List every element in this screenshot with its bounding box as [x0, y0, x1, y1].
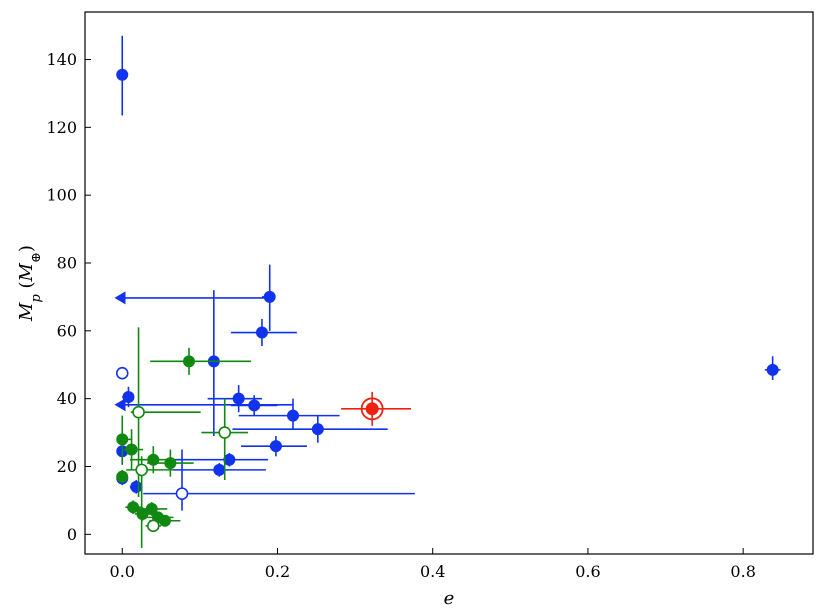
point-marker — [116, 68, 129, 81]
point-marker — [213, 463, 226, 476]
point-marker — [132, 405, 145, 419]
data-point — [150, 347, 252, 375]
point-marker — [116, 470, 129, 483]
point-marker — [223, 453, 236, 466]
data-point — [341, 391, 411, 426]
point-marker — [255, 326, 268, 339]
data-point — [147, 449, 194, 477]
data-point — [207, 385, 262, 413]
point-marker — [766, 363, 779, 376]
point-marker — [135, 463, 148, 477]
x-tick-label: 0.0 — [110, 562, 135, 581]
point-marker — [218, 426, 232, 439]
point-marker — [115, 366, 129, 380]
y-tick-label: 20 — [57, 457, 77, 476]
point-marker — [164, 457, 177, 470]
point-marker — [175, 487, 189, 500]
point-marker — [125, 443, 138, 456]
data-point — [123, 429, 144, 470]
point-ring — [360, 397, 384, 421]
point-marker — [365, 402, 379, 416]
data-point — [207, 290, 220, 436]
axis-ticks: 0.0 0.2 0.4 0.6 0.8 0 20 40 60 80 100 120 140 — [46, 50, 755, 581]
data-point — [201, 398, 248, 481]
limit-arrow — [114, 291, 126, 305]
data-point — [114, 398, 293, 412]
y-tick-label: 140 — [46, 50, 77, 69]
y-tick-label: 80 — [57, 253, 77, 272]
point-marker — [130, 480, 143, 493]
data-point — [125, 500, 141, 514]
x-tick-label: 0.6 — [575, 562, 600, 581]
point-marker — [287, 409, 299, 422]
data-point — [145, 519, 162, 533]
data-point — [238, 398, 340, 430]
plot-frame — [84, 11, 814, 555]
x-tick-label: 0.4 — [420, 562, 445, 581]
point-marker — [145, 502, 158, 515]
data-marks — [114, 35, 781, 548]
data-point — [175, 452, 269, 467]
data-point — [116, 415, 132, 464]
point-marker — [183, 355, 195, 368]
data-point — [116, 35, 129, 116]
point-marker — [116, 433, 129, 446]
point-marker — [232, 392, 245, 405]
point-marker — [311, 423, 324, 436]
data-point — [115, 366, 129, 380]
data-point — [143, 449, 415, 511]
data-point — [126, 456, 173, 548]
data-point — [114, 291, 270, 305]
y-tick-label: 120 — [46, 118, 77, 137]
point-marker — [127, 501, 140, 514]
data-point — [232, 415, 388, 443]
x-tick-label: 0.2 — [265, 562, 290, 581]
point-marker — [269, 440, 282, 453]
y-tick-label: 40 — [57, 389, 77, 408]
limit-arrow — [114, 398, 126, 412]
data-point — [230, 318, 297, 347]
data-point — [241, 435, 307, 457]
y-tick-label: 100 — [46, 186, 77, 205]
data-point — [130, 480, 143, 494]
data-point — [172, 463, 266, 477]
y-tick-label: 0 — [67, 525, 77, 544]
point-marker — [146, 519, 160, 533]
data-point — [116, 469, 129, 484]
point-marker — [147, 453, 160, 466]
data-point — [764, 356, 781, 381]
x-tick-label: 0.8 — [730, 562, 755, 581]
y-axis-label: Mp (M⊕) — [16, 245, 44, 322]
x-axis-label: e — [444, 588, 455, 609]
point-marker — [158, 514, 171, 527]
y-tick-label: 60 — [57, 321, 77, 340]
point-marker — [263, 290, 276, 303]
